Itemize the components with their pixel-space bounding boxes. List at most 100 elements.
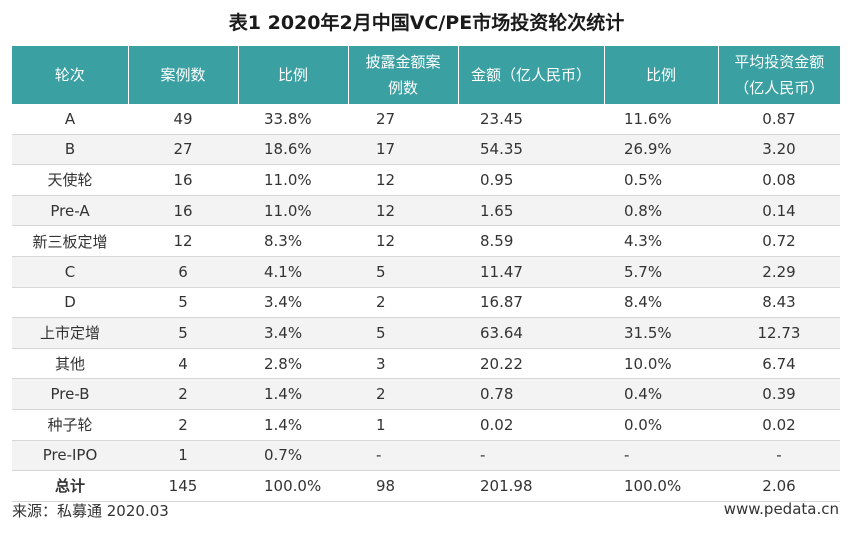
cell-amount: 8.59 [458, 225, 604, 257]
cell-round: 其他 [12, 348, 128, 380]
investment-rounds-table: 轮次 案例数 比例 披露金额案 例数 金额（亿人民币） 比例 平均投资金额 （亿人民币） A 49… [12, 46, 840, 502]
cell-round: B [12, 134, 128, 166]
cell-round: C [12, 256, 128, 288]
cell-amount-ratio: - [604, 440, 718, 472]
cell-round: 种子轮 [12, 409, 128, 441]
cell-case-count: 12 [128, 225, 238, 257]
cell-round: A [12, 104, 128, 135]
table-body: A 49 33.8% 27 23.45 11.6% 0.87 B 27 18.6% 17 54.35 2… [12, 104, 840, 502]
header-amount-ratio: 比例 [604, 46, 719, 104]
cell-case-ratio: 11.0% [238, 164, 348, 196]
cell-amount-ratio: 4.3% [604, 225, 718, 257]
header-row: 轮次 案例数 比例 披露金额案 例数 金额（亿人民币） 比例 平均投资金额 （亿人民币） [12, 46, 840, 104]
cell-amount: 63.64 [458, 317, 604, 349]
cell-disclosed-case-count: 12 [348, 164, 458, 196]
cell-case-count: 1 [128, 440, 238, 472]
header-label: 轮次 [54, 66, 85, 84]
cell-disclosed-case-count: 12 [348, 195, 458, 227]
cell-amount-ratio: 0.4% [604, 378, 718, 410]
cell-amount: 0.78 [458, 378, 604, 410]
cell-case-count: 4 [128, 348, 238, 380]
cell-disclosed-case-count: 12 [348, 225, 458, 257]
header-amount: 金额（亿人民币） [458, 46, 605, 104]
cell-round: Pre-B [12, 378, 128, 410]
cell-case-ratio: 3.4% [238, 317, 348, 349]
cell-case-count: 5 [128, 317, 238, 349]
cell-amount-ratio: 0.0% [604, 409, 718, 441]
cell-average-amount: 8.43 [718, 287, 840, 319]
cell-amount-ratio: 100.0% [604, 470, 718, 502]
table-row: Pre-B 2 1.4% 2 0.78 0.4% 0.39 [12, 378, 840, 410]
cell-case-count: 6 [128, 256, 238, 288]
table-row: C 6 4.1% 5 11.47 5.7% 2.29 [12, 256, 840, 288]
cell-average-amount: 0.72 [718, 225, 840, 257]
table-title: 表1 2020年2月中国VC/PE市场投资轮次统计 [228, 12, 625, 34]
source-note: 来源：私募通 2020.03 [12, 502, 169, 520]
header-label: （亿人民币） [734, 79, 825, 97]
table-row: 新三板定增 12 8.3% 12 8.59 4.3% 0.72 [12, 225, 840, 257]
cell-case-ratio: 11.0% [238, 195, 348, 227]
cell-case-count: 27 [128, 134, 238, 166]
cell-amount: 0.95 [458, 164, 604, 196]
cell-amount-ratio: 26.9% [604, 134, 718, 166]
cell-disclosed-case-count: - [348, 440, 458, 472]
cell-amount-ratio: 10.0% [604, 348, 718, 380]
cell-average-amount: 2.06 [718, 470, 840, 502]
header-label: 金额（亿人民币） [470, 66, 591, 84]
cell-round: 天使轮 [12, 164, 128, 196]
cell-amount: 0.02 [458, 409, 604, 441]
cell-average-amount: - [718, 440, 840, 472]
cell-case-ratio: 3.4% [238, 287, 348, 319]
cell-average-amount: 0.14 [718, 195, 840, 227]
table-row: 种子轮 2 1.4% 1 0.02 0.0% 0.02 [12, 409, 840, 441]
cell-amount-ratio: 0.5% [604, 164, 718, 196]
cell-average-amount: 0.08 [718, 164, 840, 196]
website-link[interactable]: www.pedata.cn [723, 500, 839, 518]
header-round: 轮次 [12, 46, 129, 104]
cell-case-ratio: 8.3% [238, 225, 348, 257]
cell-disclosed-case-count: 5 [348, 256, 458, 288]
cell-amount-ratio: 0.8% [604, 195, 718, 227]
header-label: 比例 [645, 66, 676, 84]
header-case-count: 案例数 [128, 46, 239, 104]
cell-disclosed-case-count: 98 [348, 470, 458, 502]
table-row: 上市定增 5 3.4% 5 63.64 31.5% 12.73 [12, 317, 840, 349]
cell-round: 总计 [12, 470, 128, 502]
header-label: 平均投资金额 [734, 53, 825, 71]
cell-case-count: 16 [128, 195, 238, 227]
cell-disclosed-case-count: 27 [348, 104, 458, 135]
table-row: Pre-A 16 11.0% 12 1.65 0.8% 0.14 [12, 195, 840, 227]
cell-case-ratio: 2.8% [238, 348, 348, 380]
table-row: B 27 18.6% 17 54.35 26.9% 3.20 [12, 134, 840, 166]
cell-amount: 1.65 [458, 195, 604, 227]
cell-average-amount: 2.29 [718, 256, 840, 288]
cell-average-amount: 6.74 [718, 348, 840, 380]
cell-case-count: 49 [128, 104, 238, 135]
cell-case-count: 16 [128, 164, 238, 196]
total-row: 总计 145 100.0% 98 201.98 100.0% 2.06 [12, 470, 840, 502]
cell-round: Pre-A [12, 195, 128, 227]
cell-disclosed-case-count: 17 [348, 134, 458, 166]
cell-case-ratio: 1.4% [238, 409, 348, 441]
cell-amount-ratio: 5.7% [604, 256, 718, 288]
cell-amount: - [458, 440, 604, 472]
cell-case-ratio: 18.6% [238, 134, 348, 166]
header-average-amount: 平均投资金额 （亿人民币） [718, 46, 840, 104]
cell-round: 新三板定增 [12, 225, 128, 257]
cell-case-ratio: 100.0% [238, 470, 348, 502]
cell-disclosed-case-count: 3 [348, 348, 458, 380]
header-case-ratio: 比例 [238, 46, 349, 104]
cell-case-ratio: 4.1% [238, 256, 348, 288]
cell-case-count: 145 [128, 470, 238, 502]
cell-disclosed-case-count: 2 [348, 378, 458, 410]
table-row: 其他 4 2.8% 3 20.22 10.0% 6.74 [12, 348, 840, 380]
cell-amount-ratio: 31.5% [604, 317, 718, 349]
cell-round: Pre-IPO [12, 440, 128, 472]
table-row: D 5 3.4% 2 16.87 8.4% 8.43 [12, 287, 840, 319]
cell-case-count: 5 [128, 287, 238, 319]
cell-round: D [12, 287, 128, 319]
cell-amount: 201.98 [458, 470, 604, 502]
header-label: 比例 [277, 66, 308, 84]
cell-amount: 54.35 [458, 134, 604, 166]
cell-disclosed-case-count: 1 [348, 409, 458, 441]
